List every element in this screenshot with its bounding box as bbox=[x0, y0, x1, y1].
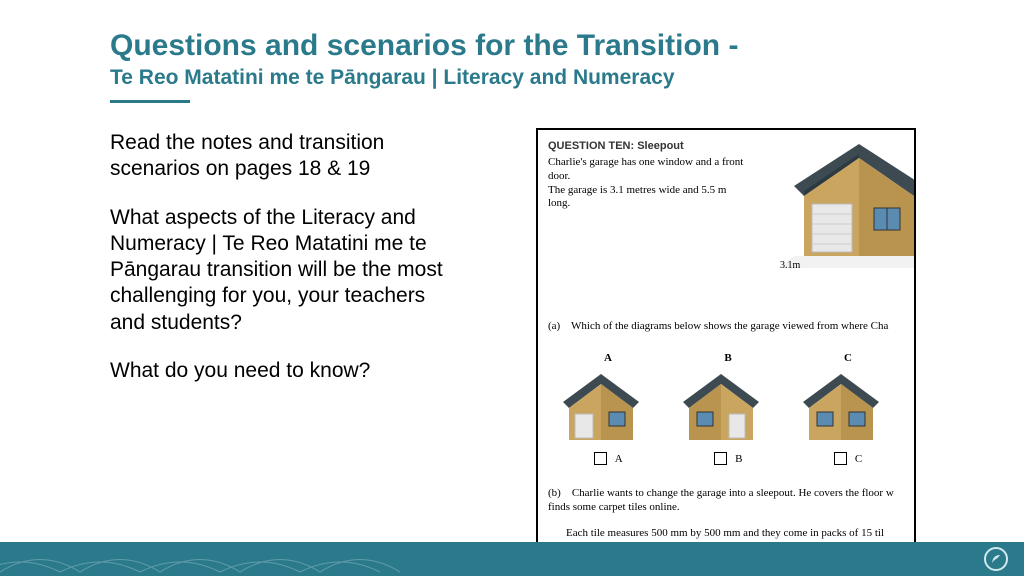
checkbox-c[interactable] bbox=[834, 452, 847, 465]
option-label-b: B bbox=[678, 352, 778, 364]
part-a: (a) Which of the diagrams below shows th… bbox=[548, 320, 908, 332]
worksheet-panel: QUESTION TEN: Sleepout Charlie's garage … bbox=[536, 128, 916, 558]
part-b-text: Charlie wants to change the garage into … bbox=[548, 487, 894, 513]
question-intro: Charlie's garage has one window and a fr… bbox=[548, 156, 748, 211]
body-para-2: What aspects of the Literacy and Numerac… bbox=[110, 205, 460, 336]
part-a-text: Which of the diagrams below shows the ga… bbox=[571, 320, 888, 332]
body-para-1: Read the notes and transition scenarios … bbox=[110, 130, 460, 183]
check-item-a: A bbox=[594, 452, 623, 465]
title-subtitle: Te Reo Matatini me te Pāngarau | Literac… bbox=[110, 66, 910, 90]
checkbox-label-a: A bbox=[615, 453, 623, 465]
check-item-c: C bbox=[834, 452, 862, 465]
dimension-label: 3.1m bbox=[780, 260, 800, 271]
checkbox-label-c: C bbox=[855, 453, 862, 465]
logo-icon bbox=[989, 552, 1003, 566]
option-houses-row bbox=[548, 368, 908, 448]
part-a-label: (a) bbox=[548, 320, 560, 332]
title-underline bbox=[110, 100, 190, 103]
checkbox-label-b: B bbox=[735, 453, 742, 465]
house-option-b bbox=[673, 368, 783, 448]
house-option-a bbox=[553, 368, 663, 448]
option-label-c: C bbox=[798, 352, 898, 364]
intro-line-1: Charlie's garage has one window and a fr… bbox=[548, 156, 743, 182]
checkbox-row: A B C bbox=[548, 452, 908, 465]
intro-line-2: The garage is 3.1 metres wide and 5.5 m … bbox=[548, 184, 726, 210]
footer-bar bbox=[0, 542, 1024, 576]
title-main: Questions and scenarios for the Transiti… bbox=[110, 28, 910, 64]
option-labels-row: A B C bbox=[548, 352, 908, 364]
slide: Questions and scenarios for the Transiti… bbox=[0, 0, 1024, 576]
checkbox-b[interactable] bbox=[714, 452, 727, 465]
part-b-label: (b) bbox=[548, 487, 561, 499]
footer-logo bbox=[984, 547, 1008, 571]
body-para-3: What do you need to know? bbox=[110, 358, 460, 384]
option-label-a: A bbox=[558, 352, 658, 364]
footer-pattern bbox=[0, 542, 400, 576]
checkbox-a[interactable] bbox=[594, 452, 607, 465]
house-option-c bbox=[793, 368, 903, 448]
body-text: Read the notes and transition scenarios … bbox=[110, 130, 460, 406]
title-block: Questions and scenarios for the Transiti… bbox=[110, 28, 910, 103]
check-item-b: B bbox=[714, 452, 742, 465]
part-b: (b) Charlie wants to change the garage i… bbox=[548, 486, 908, 515]
